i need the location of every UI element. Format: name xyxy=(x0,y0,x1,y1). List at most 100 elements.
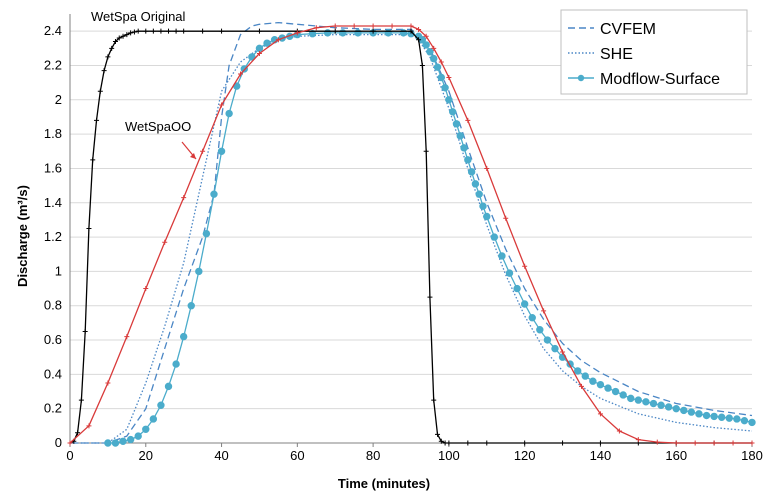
svg-text:WetSpaOO: WetSpaOO xyxy=(125,119,191,134)
data-point xyxy=(695,410,703,418)
legend-item-she: SHE xyxy=(568,46,633,63)
data-point xyxy=(124,334,130,340)
series-line xyxy=(70,33,753,444)
data-point xyxy=(210,190,218,198)
data-point xyxy=(150,28,156,34)
data-point xyxy=(294,30,300,36)
data-point xyxy=(131,29,137,35)
data-point xyxy=(313,25,319,31)
data-point xyxy=(195,267,203,276)
data-point xyxy=(308,30,317,38)
data-point xyxy=(128,30,134,36)
data-point xyxy=(149,415,158,423)
data-point xyxy=(255,44,264,53)
data-point xyxy=(143,286,149,292)
y-tick-label: 1.2 xyxy=(44,229,62,244)
data-point xyxy=(498,252,506,260)
data-point xyxy=(710,412,718,421)
x-tick-label: 20 xyxy=(139,448,153,463)
data-point xyxy=(604,384,612,392)
legend-marker xyxy=(577,74,585,82)
data-point xyxy=(164,382,173,391)
data-point xyxy=(465,117,471,123)
data-point xyxy=(126,435,135,444)
data-point xyxy=(634,396,643,404)
legend-label: Modflow-Surface xyxy=(600,71,720,88)
data-point xyxy=(134,432,142,440)
data-point xyxy=(619,391,627,399)
x-tick-label: 80 xyxy=(366,448,380,463)
data-point xyxy=(408,23,414,29)
data-point xyxy=(513,284,521,293)
data-point xyxy=(465,440,471,446)
y-tick-label: 2 xyxy=(55,92,62,107)
data-point xyxy=(749,440,755,446)
data-point xyxy=(654,439,660,445)
data-point xyxy=(162,239,168,245)
data-point xyxy=(86,226,92,231)
series-line xyxy=(107,32,753,444)
data-point xyxy=(740,416,749,425)
series-line xyxy=(69,30,752,444)
data-point xyxy=(433,63,442,71)
y-tick-label: 2.2 xyxy=(44,57,62,72)
x-tick-label: 120 xyxy=(514,448,536,463)
data-point xyxy=(67,440,73,446)
data-point xyxy=(75,430,81,436)
data-point xyxy=(649,399,658,408)
data-point xyxy=(460,144,468,152)
legend-label: SHE xyxy=(600,46,633,63)
x-axis-title: Time (minutes) xyxy=(338,476,430,491)
data-point xyxy=(536,326,544,334)
data-point xyxy=(452,120,461,128)
data-point xyxy=(389,23,395,29)
legend-item-modflow-surface: Modflow-Surface xyxy=(568,71,720,88)
data-point xyxy=(173,28,179,34)
data-point xyxy=(351,23,357,29)
svg-text:WetSpa Original: WetSpa Original xyxy=(91,9,186,24)
data-point xyxy=(717,413,726,421)
data-point xyxy=(105,380,111,386)
data-point xyxy=(256,28,262,34)
legend-item-cvfem: CVFEM xyxy=(568,21,656,38)
data-point xyxy=(423,148,429,154)
data-point xyxy=(116,35,122,41)
data-point xyxy=(627,394,635,403)
data-point xyxy=(692,440,698,446)
series-layer xyxy=(67,21,756,447)
y-tick-label: 0.8 xyxy=(44,298,62,313)
y-tick-label: 1.4 xyxy=(44,195,62,210)
data-point xyxy=(435,431,441,437)
data-point xyxy=(219,28,225,34)
data-point xyxy=(408,28,414,34)
data-point xyxy=(263,39,271,47)
data-point xyxy=(101,68,107,74)
data-point xyxy=(166,28,172,34)
data-point xyxy=(581,372,589,380)
data-point xyxy=(611,387,620,396)
data-point xyxy=(426,48,434,56)
x-tick-label: 0 xyxy=(66,448,73,463)
data-point xyxy=(520,300,529,308)
data-point xyxy=(105,54,111,60)
data-point xyxy=(124,32,130,38)
data-point xyxy=(143,28,149,34)
data-point xyxy=(642,398,650,406)
data-point xyxy=(187,302,195,310)
data-point xyxy=(97,88,103,94)
data-point xyxy=(422,41,430,49)
x-tick-label: 100 xyxy=(438,448,460,463)
legend-box xyxy=(560,9,748,95)
data-point xyxy=(589,377,597,385)
data-point xyxy=(181,195,187,201)
data-point xyxy=(484,165,490,171)
data-point xyxy=(733,415,741,423)
x-tick-label: 140 xyxy=(590,448,612,463)
annotation-wetspa-original: WetSpa Original xyxy=(91,9,186,24)
data-point xyxy=(673,440,679,446)
data-point xyxy=(437,73,446,82)
data-point xyxy=(200,148,206,154)
data-point xyxy=(503,215,509,221)
data-point xyxy=(483,212,491,221)
data-point xyxy=(528,314,536,322)
